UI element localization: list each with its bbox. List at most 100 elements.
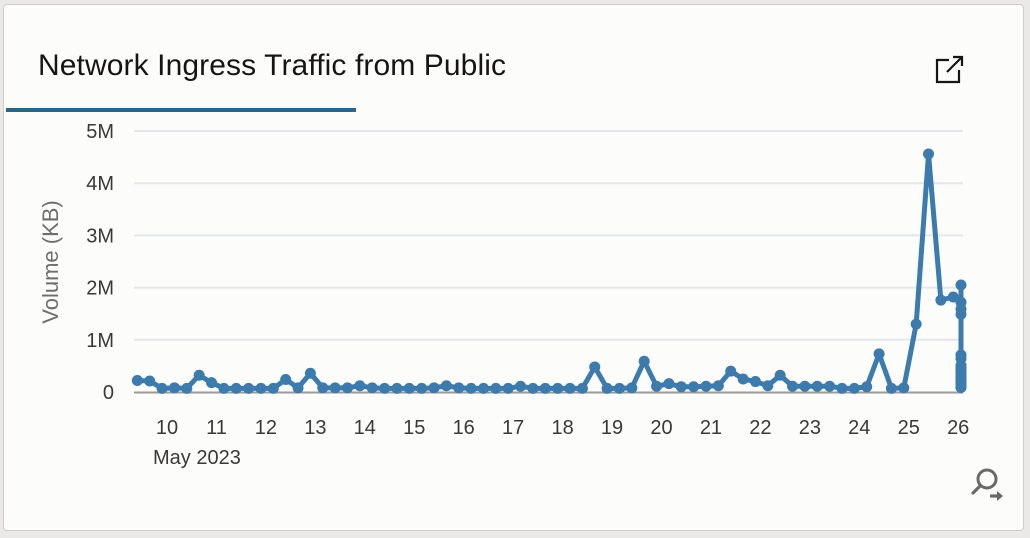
data-point[interactable] — [836, 382, 848, 394]
y-tick-label: 2M — [86, 278, 114, 300]
x-tick-label: 13 — [304, 417, 326, 439]
data-point[interactable] — [700, 380, 712, 392]
x-tick-label: 12 — [255, 417, 277, 439]
data-point[interactable] — [638, 355, 650, 367]
open-external-button[interactable] — [932, 53, 966, 87]
data-point[interactable] — [243, 382, 255, 394]
x-tick-label: 10 — [156, 417, 178, 439]
chart-card: Network Ingress Traffic from Public — [3, 4, 1024, 531]
data-point[interactable] — [601, 382, 613, 394]
data-point[interactable] — [712, 380, 724, 392]
data-point[interactable] — [341, 382, 353, 394]
data-point[interactable] — [787, 380, 799, 392]
gridlines — [134, 130, 963, 341]
title-underline — [6, 108, 356, 112]
data-point[interactable] — [317, 382, 329, 394]
data-point[interactable] — [131, 375, 143, 387]
data-point[interactable] — [304, 367, 316, 379]
data-point[interactable] — [354, 380, 366, 392]
data-point[interactable] — [465, 382, 477, 394]
data-point[interactable] — [440, 380, 452, 392]
x-tick-label: 23 — [799, 417, 821, 439]
data-point[interactable] — [416, 382, 428, 394]
data-point[interactable] — [453, 382, 465, 394]
x-tick-label: 16 — [453, 417, 475, 439]
zoom-chart-button[interactable] — [970, 467, 1008, 505]
x-tick-label: 20 — [650, 417, 672, 439]
y-tick-label: 0 — [103, 382, 114, 404]
data-point[interactable] — [824, 380, 836, 392]
data-point[interactable] — [762, 380, 774, 392]
data-point[interactable] — [477, 382, 489, 394]
data-point[interactable] — [539, 382, 551, 394]
data-point[interactable] — [379, 382, 391, 394]
data-point[interactable] — [955, 279, 967, 291]
x-tick-label: 25 — [898, 417, 920, 439]
data-point[interactable] — [267, 382, 279, 394]
data-point[interactable] — [230, 382, 242, 394]
data-point[interactable] — [955, 364, 967, 376]
data-point[interactable] — [688, 381, 700, 393]
x-tick-label: 26 — [947, 417, 969, 439]
data-point[interactable] — [885, 382, 897, 394]
data-point[interactable] — [898, 382, 910, 394]
data-point[interactable] — [329, 382, 341, 394]
data-point[interactable] — [955, 375, 967, 387]
series-volume[interactable] — [131, 148, 967, 394]
data-point[interactable] — [955, 308, 967, 320]
data-point[interactable] — [490, 382, 502, 394]
data-point[interactable] — [193, 369, 205, 381]
data-point[interactable] — [613, 382, 625, 394]
data-point[interactable] — [552, 382, 564, 394]
y-tick-label: 1M — [86, 330, 114, 352]
data-point[interactable] — [391, 382, 403, 394]
data-point[interactable] — [218, 382, 230, 394]
x-axis-month-label: May 2023 — [153, 447, 241, 469]
data-point[interactable] — [663, 378, 675, 390]
x-tick-label: 18 — [551, 417, 573, 439]
data-point[interactable] — [403, 382, 415, 394]
data-point[interactable] — [168, 382, 180, 394]
data-point[interactable] — [947, 291, 959, 303]
data-point[interactable] — [626, 382, 638, 394]
y-axis-label: Volume (KB) — [38, 200, 63, 324]
data-point[interactable] — [923, 148, 935, 160]
data-point[interactable] — [206, 377, 218, 389]
data-point[interactable] — [144, 375, 156, 387]
data-point[interactable] — [502, 382, 514, 394]
y-tick-label: 3M — [86, 225, 114, 247]
data-point[interactable] — [861, 381, 873, 393]
x-tick-label: 19 — [601, 417, 623, 439]
x-tick-label: 24 — [848, 417, 870, 439]
data-point[interactable] — [675, 381, 687, 393]
x-tick-label: 15 — [403, 417, 425, 439]
data-point[interactable] — [292, 382, 304, 394]
data-point[interactable] — [156, 382, 168, 394]
data-point[interactable] — [280, 373, 292, 385]
x-tick-label: 22 — [749, 417, 771, 439]
data-point[interactable] — [181, 382, 193, 394]
data-point[interactable] — [255, 382, 267, 394]
data-point[interactable] — [527, 382, 539, 394]
data-point[interactable] — [428, 382, 440, 394]
data-point[interactable] — [589, 361, 601, 373]
data-point[interactable] — [873, 348, 885, 360]
x-tick-label: 11 — [206, 417, 227, 439]
card-title: Network Ingress Traffic from Public — [38, 49, 507, 82]
data-point[interactable] — [799, 380, 811, 392]
data-point[interactable] — [737, 373, 749, 385]
data-point[interactable] — [749, 376, 761, 388]
data-point[interactable] — [725, 365, 737, 377]
data-point[interactable] — [366, 382, 378, 394]
x-tick-label: 21 — [700, 417, 722, 439]
data-point[interactable] — [651, 380, 663, 392]
data-point[interactable] — [774, 369, 786, 381]
data-point[interactable] — [935, 294, 947, 306]
data-point[interactable] — [576, 382, 588, 394]
data-point[interactable] — [848, 382, 860, 394]
data-point[interactable] — [811, 380, 823, 392]
data-point[interactable] — [564, 382, 576, 394]
data-point[interactable] — [515, 380, 527, 392]
data-point[interactable] — [910, 318, 922, 330]
